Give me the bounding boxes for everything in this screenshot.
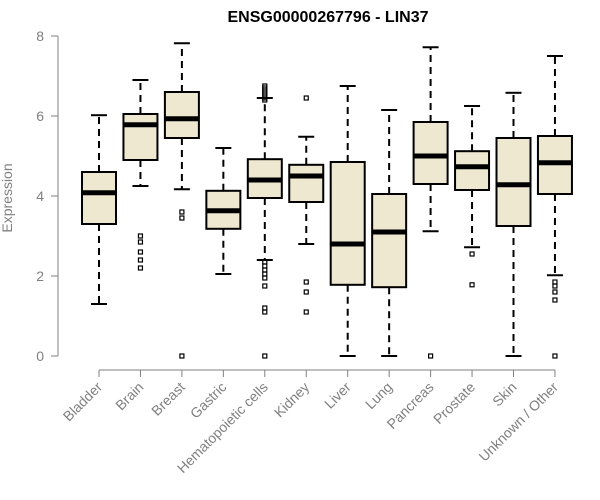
- outlier-point: [552, 279, 558, 285]
- outlier-point: [137, 249, 144, 255]
- box-unknown-other: [536, 55, 573, 359]
- y-tick-label: 2: [36, 268, 44, 284]
- y-tick-label: 8: [36, 28, 44, 44]
- outlier-point: [179, 215, 185, 221]
- outlier-point: [552, 289, 558, 295]
- box-gastric: [205, 147, 242, 275]
- outlier-point: [179, 209, 185, 215]
- iqr-box: [495, 137, 532, 227]
- outlier-point: [303, 95, 309, 101]
- iqr-box: [371, 193, 408, 289]
- outlier-point: [262, 353, 268, 359]
- outlier-point: [262, 275, 268, 281]
- outlier-point: [137, 257, 144, 263]
- box-prostate: [454, 105, 491, 288]
- category-label: Brain: [112, 379, 146, 413]
- iqr-box: [122, 113, 159, 161]
- outlier-point: [552, 353, 558, 359]
- chart-title: ENSG00000267796 - LIN37: [227, 9, 428, 26]
- outlier-point: [303, 279, 309, 285]
- y-axis: 0 2 4 6 8: [36, 28, 59, 364]
- iqr-box: [288, 163, 325, 204]
- outlier-point: [262, 271, 268, 277]
- outlier-point: [262, 305, 268, 311]
- outlier-point: [262, 309, 268, 315]
- category-label: Unknown / Other: [475, 379, 561, 465]
- category-label: Liver: [321, 379, 354, 412]
- iqr-box: [81, 171, 117, 225]
- iqr-box: [163, 91, 200, 139]
- boxes: [81, 42, 573, 359]
- box-liver: [329, 85, 366, 357]
- category-label: Skin: [489, 379, 520, 410]
- y-axis-label: Expression: [0, 163, 15, 232]
- box-bladder: [81, 114, 117, 305]
- outlier-point: [262, 267, 268, 273]
- outlier-point: [137, 233, 144, 239]
- outlier-point: [303, 309, 309, 315]
- outlier-point: [552, 283, 558, 289]
- box-pancreas: [412, 46, 449, 359]
- box-breast: [163, 42, 200, 359]
- y-tick-label: 6: [36, 108, 44, 124]
- outlier-point: [552, 297, 558, 303]
- outlier-point: [469, 282, 475, 288]
- box-kidney: [288, 95, 325, 315]
- y-tick-label: 4: [36, 188, 44, 204]
- iqr-box: [454, 150, 491, 191]
- iqr-box: [329, 161, 366, 286]
- outlier-point: [428, 353, 434, 359]
- box-skin: [495, 91, 532, 357]
- outlier-point: [303, 289, 309, 295]
- outlier-point: [137, 265, 144, 271]
- category-label: Prostate: [430, 379, 478, 427]
- category-label: Breast: [148, 379, 188, 419]
- outlier-point: [262, 283, 268, 289]
- box-lung: [371, 109, 408, 357]
- box-brain: [122, 79, 159, 271]
- category-label: Lung: [362, 379, 395, 412]
- iqr-box: [412, 121, 449, 185]
- outlier-point: [137, 239, 144, 245]
- outlier-point: [262, 263, 268, 269]
- category-label: Bladder: [60, 379, 106, 425]
- outlier-point: [262, 97, 268, 103]
- category-label: Kidney: [271, 379, 313, 421]
- box-hematopoietic-cells: [246, 83, 283, 359]
- y-tick-label: 0: [36, 348, 44, 364]
- outlier-point: [469, 251, 475, 257]
- outlier-point: [179, 353, 185, 359]
